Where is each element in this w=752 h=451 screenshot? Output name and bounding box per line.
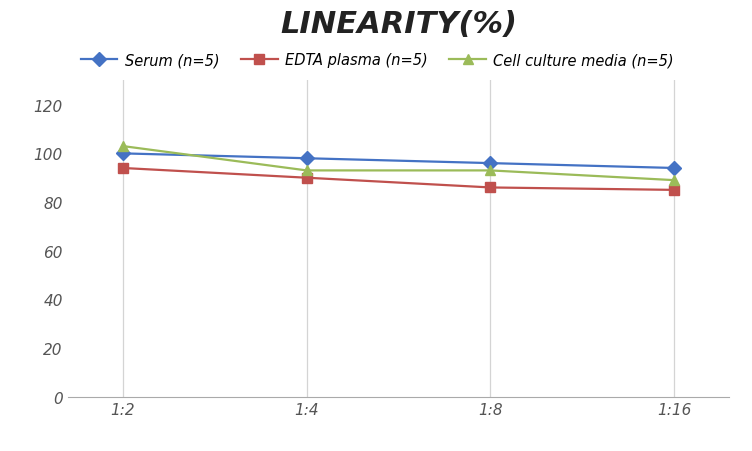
Line: Serum (n=5): Serum (n=5) xyxy=(118,149,679,174)
Cell culture media (n=5) xyxy=(302,168,311,174)
EDTA plasma (n=5) xyxy=(486,185,495,191)
Legend: Serum (n=5), EDTA plasma (n=5), Cell culture media (n=5): Serum (n=5), EDTA plasma (n=5), Cell cul… xyxy=(75,47,680,74)
EDTA plasma (n=5) xyxy=(670,188,679,193)
EDTA plasma (n=5) xyxy=(302,175,311,181)
Line: Cell culture media (n=5): Cell culture media (n=5) xyxy=(118,142,679,186)
Cell culture media (n=5) xyxy=(118,144,127,149)
Cell culture media (n=5) xyxy=(486,168,495,174)
Serum (n=5) xyxy=(118,152,127,157)
Serum (n=5) xyxy=(486,161,495,166)
Serum (n=5) xyxy=(302,156,311,161)
Cell culture media (n=5) xyxy=(670,178,679,184)
Line: EDTA plasma (n=5): EDTA plasma (n=5) xyxy=(118,164,679,195)
EDTA plasma (n=5) xyxy=(118,166,127,171)
Serum (n=5) xyxy=(670,166,679,171)
Title: LINEARITY(%): LINEARITY(%) xyxy=(280,10,517,39)
